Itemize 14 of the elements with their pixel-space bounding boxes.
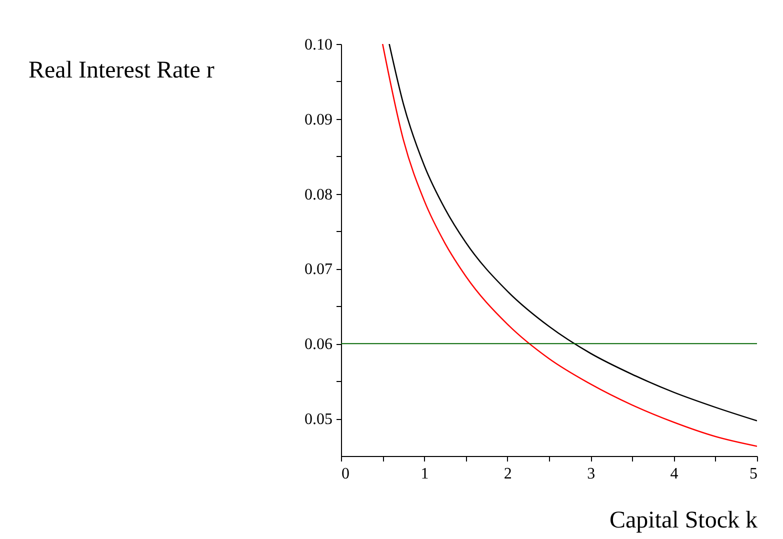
- y-tick-label: 0.07: [304, 261, 332, 278]
- y-tick-label: 0.06: [304, 336, 332, 354]
- x-tick-label: 4: [670, 466, 678, 482]
- x-tick-label: 1: [420, 466, 429, 482]
- x-tick-label: 2: [504, 466, 512, 482]
- y-tick-label: 0.09: [304, 111, 332, 128]
- y-tick-label: 0.05: [304, 411, 332, 428]
- y-axis-title: Real Interest Rate r: [28, 58, 214, 84]
- x-axis-title: Capital Stock k: [610, 508, 758, 534]
- x-tick-label: 3: [587, 466, 596, 482]
- x-tick-label: 5: [750, 466, 758, 482]
- x-tick-label: 0: [342, 466, 350, 482]
- y-tick-label: 0.10: [304, 36, 332, 54]
- y-tick-label: 0.08: [304, 186, 332, 204]
